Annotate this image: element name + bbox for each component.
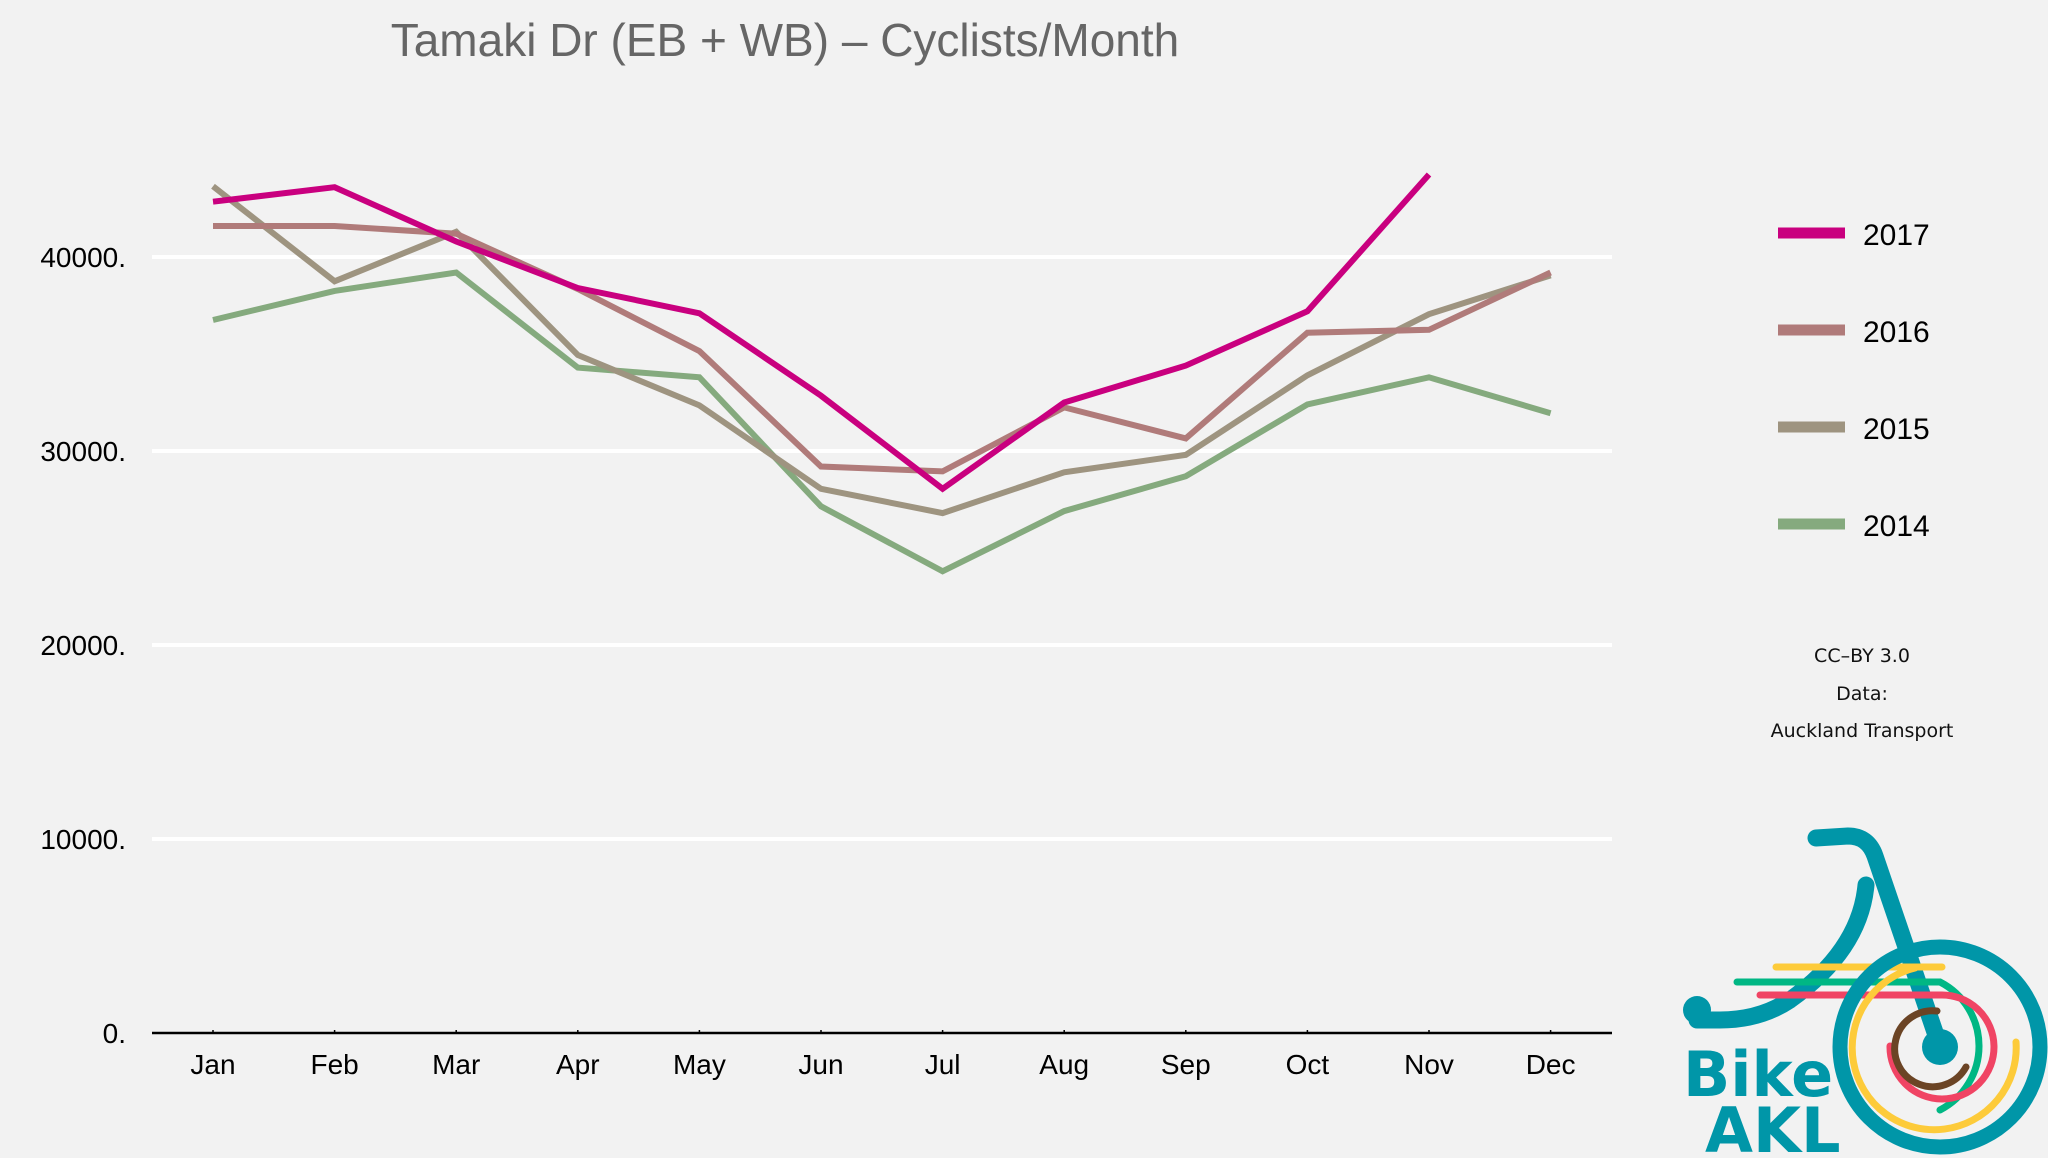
legend-label-2017: 2017: [1863, 219, 1930, 252]
legend-label-2016: 2016: [1863, 316, 1930, 349]
wheel-hub: [1922, 1029, 1958, 1065]
x-axis-ticks: Jan Feb Mar Apr May Jun Jul Aug Sep Oct Nov Dec: [190, 1030, 1575, 1080]
bike-frame: [1688, 876, 1875, 1029]
x-tick-label: Nov: [1404, 1049, 1454, 1080]
data-source-text: Auckland Transport: [1771, 720, 1954, 742]
legend: 2017 2016 2015 2014: [1778, 219, 1930, 543]
y-tick-label: 0.: [103, 1018, 126, 1049]
chart-title: Tamaki Dr (EB + WB) – Cyclists/Month: [391, 14, 1180, 66]
logo-text-akl: AKL: [1705, 1094, 1841, 1158]
series-line-2014: [212, 269, 1552, 575]
y-tick-label: 20000.: [40, 630, 126, 661]
y-tick-label: 30000.: [40, 436, 126, 467]
x-tick-label: May: [673, 1049, 726, 1080]
bicycle-icon: [1683, 827, 2048, 1155]
legend-label-2014: 2014: [1863, 510, 1930, 543]
gridlines: [152, 255, 1612, 841]
y-tick-label: 10000.: [40, 824, 126, 855]
x-tick-label: Sep: [1161, 1049, 1211, 1080]
bike-akl-logo: Bike AKL: [1683, 827, 2048, 1158]
yellow-arc: [1848, 964, 2020, 1134]
series-line-2015: [211, 183, 1552, 517]
wheel: [1832, 939, 2048, 1155]
red-line: [1756, 991, 1998, 1103]
data-label-text: Data:: [1836, 683, 1888, 705]
x-tick-label: Jun: [798, 1049, 843, 1080]
y-tick-label: 40000.: [40, 242, 126, 273]
brown-arc: [1891, 1007, 1970, 1091]
x-tick-label: Mar: [432, 1049, 480, 1080]
x-tick-label: Apr: [556, 1049, 600, 1080]
legend-label-2015: 2015: [1863, 413, 1930, 446]
x-tick-label: Jul: [925, 1049, 961, 1080]
y-axis-ticks: 0. 10000. 20000. 30000. 40000.: [40, 242, 126, 1049]
x-tick-label: Feb: [310, 1049, 358, 1080]
x-tick-label: Dec: [1526, 1049, 1576, 1080]
series-lines: [211, 172, 1552, 575]
x-tick-label: Jan: [190, 1049, 235, 1080]
frame-end: [1683, 996, 1711, 1024]
handlebar-fork: [1807, 827, 1949, 1056]
series-line-2017: [212, 172, 1432, 493]
x-tick-label: Aug: [1039, 1049, 1089, 1080]
logo-text-bike: Bike: [1683, 1038, 1833, 1111]
x-tick-label: Oct: [1286, 1049, 1330, 1080]
credits: CC–BY 3.0 Data: Auckland Transport: [1771, 645, 1954, 742]
license-text: CC–BY 3.0: [1814, 645, 1910, 667]
